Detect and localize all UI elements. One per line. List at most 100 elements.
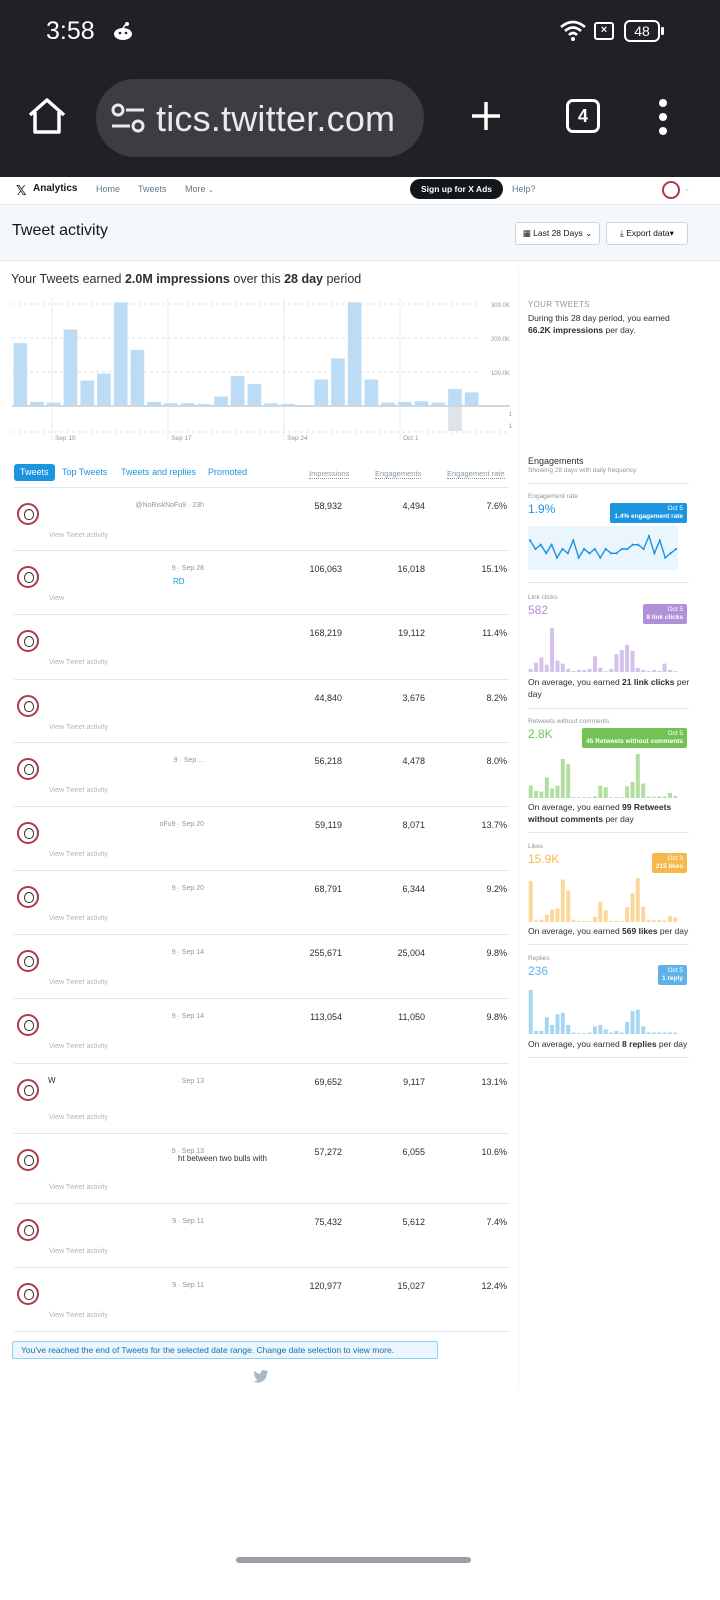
overflow-menu-icon[interactable] bbox=[658, 98, 668, 136]
metric-bar bbox=[534, 920, 539, 922]
avatar[interactable] bbox=[17, 1283, 39, 1305]
x-logo-icon[interactable]: 𝕏 bbox=[16, 183, 27, 198]
metric-average: On average, you earned 21 link clicks pe… bbox=[528, 676, 690, 700]
signup-x-ads-button[interactable]: Sign up for X Ads bbox=[410, 179, 503, 199]
view-tweet-activity-link[interactable]: View bbox=[49, 595, 65, 602]
nav-tweets[interactable]: Tweets bbox=[138, 184, 167, 194]
view-tweet-activity-link[interactable]: View Tweet activity bbox=[49, 787, 108, 794]
view-tweet-activity-link[interactable]: View Tweet activity bbox=[49, 532, 108, 539]
tweet-row[interactable]: 9 · Sep ... View Tweet activity 56,218 4,47… bbox=[14, 743, 509, 807]
gesture-handle[interactable] bbox=[236, 1557, 471, 1563]
view-tweet-activity-link[interactable]: View Tweet activity bbox=[49, 1114, 108, 1121]
tab-tweets-and-replies[interactable]: Tweets and replies bbox=[121, 467, 197, 477]
x-tick-label: Sep 17 bbox=[171, 435, 192, 442]
view-tweet-activity-link[interactable]: View Tweet activity bbox=[49, 1248, 108, 1255]
view-tweet-activity-link[interactable]: View Tweet activity bbox=[49, 659, 108, 666]
tweet-impressions: 56,218 bbox=[314, 756, 342, 766]
avatar[interactable] bbox=[17, 1014, 39, 1036]
impression-bar bbox=[397, 401, 412, 406]
avatar[interactable] bbox=[17, 1079, 39, 1101]
account-avatar[interactable] bbox=[662, 181, 680, 199]
tab-switcher-button[interactable]: 4 bbox=[566, 99, 600, 133]
export-data-button[interactable]: ⤓ Export data▾ bbox=[606, 222, 688, 245]
tweet-engagements: 4,478 bbox=[402, 756, 425, 766]
tab-tweets[interactable]: Tweets bbox=[14, 464, 55, 481]
col-impressions[interactable]: Impressions bbox=[309, 469, 350, 479]
brand-label[interactable]: Analytics bbox=[33, 183, 78, 194]
tweet-row[interactable]: 9 · Sep 14 View Tweet activity 255,671 25,0… bbox=[14, 935, 509, 999]
date-range-button[interactable]: ▦ Last 28 Days ⌄ bbox=[515, 222, 600, 245]
mini-chart-likes bbox=[528, 878, 678, 922]
avatar[interactable] bbox=[17, 630, 39, 652]
view-tweet-activity-link[interactable]: View Tweet activity bbox=[49, 979, 108, 986]
tweet-row[interactable]: @NoRiskNoFu9 · 23h View Tweet activity 58,… bbox=[14, 488, 509, 551]
engagements-subtitle: Showing 28 days with daily frequency bbox=[528, 467, 637, 474]
engagement-rate-point bbox=[653, 552, 656, 555]
avatar[interactable] bbox=[17, 822, 39, 844]
home-icon[interactable] bbox=[26, 95, 68, 137]
view-tweet-activity-link[interactable]: View Tweet activity bbox=[49, 724, 108, 731]
tweet-engagement-rate: 9.2% bbox=[486, 884, 507, 894]
tab-top-tweets[interactable]: Top Tweets bbox=[62, 467, 108, 477]
col-engagement-rate[interactable]: Engagement rate bbox=[447, 469, 505, 479]
tweet-row[interactable]: RD 9 · Sep 28 View 106,063 16,018 15.1% bbox=[14, 551, 509, 615]
metric-bar bbox=[587, 921, 592, 922]
engagement-rate-point bbox=[631, 543, 634, 546]
tweet-row[interactable]: View Tweet activity 44,840 3,676 8.2% bbox=[14, 680, 509, 743]
metric-bar bbox=[609, 921, 614, 922]
avatar[interactable] bbox=[17, 950, 39, 972]
metric-bar bbox=[668, 792, 672, 798]
tweet-row[interactable]: W · Sep 13 View Tweet activity 69,652 9,117 1… bbox=[14, 1064, 509, 1134]
avg-suffix: per day bbox=[657, 926, 689, 936]
nav-home[interactable]: Home bbox=[96, 184, 121, 194]
col-engagements[interactable]: Engagements bbox=[375, 469, 422, 479]
tweet-row[interactable]: ht between two bulls with 9 · Sep 13 View … bbox=[14, 1134, 509, 1204]
metric-bar bbox=[609, 668, 614, 672]
impression-bar bbox=[113, 302, 128, 406]
site-settings-icon[interactable] bbox=[110, 103, 146, 133]
view-tweet-activity-link[interactable]: View Tweet activity bbox=[49, 1312, 108, 1319]
column-divider bbox=[518, 268, 519, 1388]
avatar[interactable] bbox=[17, 1149, 39, 1171]
view-tweet-activity-link[interactable]: View Tweet activity bbox=[49, 1043, 108, 1050]
avatar[interactable] bbox=[17, 758, 39, 780]
metric-bar bbox=[614, 797, 619, 798]
help-link[interactable]: Help? bbox=[512, 184, 536, 194]
tweet-row[interactable]: 9 · Sep 20 View Tweet activity 68,791 6,344… bbox=[14, 871, 509, 935]
your-tweets-bold: 66.2K impressions bbox=[528, 325, 604, 335]
engagement-rate-point bbox=[637, 543, 640, 546]
metric-bar bbox=[609, 1032, 614, 1034]
impression-bar bbox=[163, 403, 178, 406]
new-tab-icon[interactable] bbox=[470, 100, 502, 132]
metric-bar bbox=[625, 907, 630, 922]
tweet-row[interactable]: oFu9 · Sep 20 View Tweet activity 59,119 8,… bbox=[14, 807, 509, 871]
avatar[interactable] bbox=[17, 1219, 39, 1241]
metric-bar bbox=[603, 1029, 608, 1034]
tweet-engagement-rate: 13.1% bbox=[481, 1077, 507, 1087]
tweet-engagements: 3,676 bbox=[402, 693, 425, 703]
analytics-header: 𝕏 Analytics Home Tweets More ⌄ Sign up f… bbox=[0, 177, 720, 205]
metric-bar bbox=[539, 791, 544, 798]
view-tweet-activity-link[interactable]: View Tweet activity bbox=[49, 915, 108, 922]
avatar[interactable] bbox=[17, 566, 39, 588]
tweet-row[interactable]: View Tweet activity 168,219 19,112 11.4% bbox=[14, 615, 509, 680]
chevron-down-icon[interactable]: ⌄ bbox=[684, 186, 690, 193]
metric-bar bbox=[646, 796, 651, 798]
wifi-icon bbox=[560, 20, 586, 41]
metric-bar bbox=[571, 671, 576, 672]
nav-more[interactable]: More ⌄ bbox=[185, 184, 214, 194]
avatar[interactable] bbox=[17, 695, 39, 717]
tweet-row[interactable]: 9 · Sep 14 View Tweet activity 113,054 11,0… bbox=[14, 999, 509, 1064]
tab-promoted[interactable]: Promoted bbox=[208, 467, 248, 477]
avatar[interactable] bbox=[17, 503, 39, 525]
metric-bar bbox=[555, 908, 560, 922]
address-bar[interactable]: tics.twitter.com bbox=[96, 79, 424, 157]
metric-bar bbox=[662, 920, 667, 922]
view-tweet-activity-link[interactable]: View Tweet activity bbox=[49, 851, 108, 858]
tweet-row[interactable]: 9 · Sep 11 View Tweet activity 75,432 5,612… bbox=[14, 1204, 509, 1268]
tweet-meta: 9 · Sep 14 bbox=[171, 949, 204, 956]
tweet-row[interactable]: 9 · Sep 11 View Tweet activity 120,977 15,0… bbox=[14, 1268, 509, 1332]
avatar[interactable] bbox=[17, 886, 39, 908]
view-tweet-activity-link[interactable]: View Tweet activity bbox=[49, 1184, 108, 1191]
tweet-impressions: 120,977 bbox=[309, 1281, 342, 1291]
